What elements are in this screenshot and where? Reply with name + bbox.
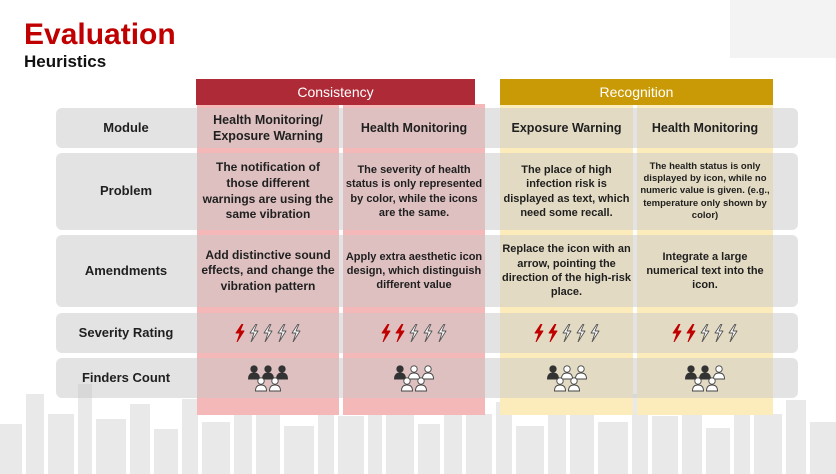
person-icon bbox=[422, 365, 434, 380]
lightning-bolt-icon bbox=[714, 324, 724, 342]
person-icon bbox=[574, 365, 587, 380]
person-icon bbox=[248, 365, 260, 380]
lightning-bolt-icon bbox=[423, 324, 433, 342]
person-icon bbox=[685, 365, 697, 380]
lightning-bolt-icon bbox=[686, 324, 696, 342]
lightning-bolt-icon bbox=[291, 324, 301, 342]
person-icon bbox=[713, 365, 725, 380]
person-icon bbox=[699, 365, 711, 380]
person-icon bbox=[567, 377, 580, 392]
problem-cell: The health status is only displayed by i… bbox=[640, 160, 770, 222]
corner-decoration bbox=[730, 0, 836, 58]
row-label-finders: Finders Count bbox=[81, 369, 171, 385]
finders-count-cell bbox=[345, 358, 483, 398]
person-icon bbox=[553, 377, 566, 392]
lightning-bolt-icon bbox=[235, 324, 245, 342]
person-icon bbox=[415, 377, 427, 392]
module-cell: Health Monitoring bbox=[360, 120, 468, 135]
severity-rating-cell bbox=[345, 313, 483, 353]
lightning-bolt-icon bbox=[395, 324, 405, 342]
lightning-bolt-icon bbox=[700, 324, 710, 342]
problem-cell: The notification of those different warn… bbox=[202, 160, 334, 222]
lightning-bolt-icon bbox=[249, 324, 259, 342]
page-title: Evaluation bbox=[24, 18, 176, 51]
row-label-module: Module bbox=[103, 119, 149, 135]
person-icon bbox=[401, 377, 413, 392]
person-icon bbox=[262, 365, 274, 380]
lightning-bolt-icon bbox=[576, 324, 585, 342]
person-icon bbox=[255, 377, 267, 392]
row-band-problem bbox=[56, 153, 798, 230]
lightning-bolt-icon bbox=[263, 324, 273, 342]
recognition-header: Recognition bbox=[500, 79, 773, 105]
person-icon bbox=[408, 365, 420, 380]
person-icon bbox=[560, 365, 573, 380]
consistency-header: Consistency bbox=[196, 79, 475, 105]
severity-rating-cell bbox=[639, 313, 771, 353]
people-group-icon bbox=[546, 365, 587, 392]
city-skyline-watermark bbox=[0, 382, 836, 474]
lightning-bolt-icon bbox=[590, 324, 599, 342]
problem-cell: The severity of health status is only re… bbox=[345, 163, 483, 219]
person-icon bbox=[276, 365, 288, 380]
person-icon bbox=[692, 377, 704, 392]
row-band-amendments bbox=[56, 235, 798, 307]
problem-cell: The place of high infection risk is disp… bbox=[503, 163, 630, 219]
row-label-severity: Severity Rating bbox=[78, 324, 174, 340]
people-group-icon bbox=[248, 365, 288, 392]
amendments-cell: Integrate a large numerical text into th… bbox=[646, 250, 764, 292]
amendments-cell: Replace the icon with an arrow, pointing… bbox=[502, 243, 631, 299]
people-group-icon bbox=[394, 365, 434, 392]
person-icon bbox=[706, 377, 718, 392]
lightning-bolt-icon bbox=[534, 324, 543, 342]
row-label-amendments: Amendments bbox=[84, 262, 168, 278]
lightning-bolt-icon bbox=[672, 324, 682, 342]
lightning-bolt-icon bbox=[548, 324, 557, 342]
lightning-bolt-icon bbox=[277, 324, 287, 342]
people-group-icon bbox=[685, 365, 725, 392]
finders-count-cell bbox=[199, 358, 337, 398]
lightning-bolt-icon bbox=[409, 324, 419, 342]
person-icon bbox=[394, 365, 406, 380]
severity-rating-cell bbox=[502, 313, 631, 353]
module-cell: Exposure Warning bbox=[511, 120, 622, 135]
person-icon bbox=[546, 365, 559, 380]
module-cell: Health Monitoring bbox=[651, 120, 759, 135]
page-subtitle: Heuristics bbox=[24, 52, 107, 71]
lightning-bolt-icon bbox=[381, 324, 391, 342]
lightning-bolt-icon bbox=[562, 324, 571, 342]
module-cell: Health Monitoring/ Exposure Warning bbox=[213, 112, 323, 143]
finders-count-cell bbox=[639, 358, 771, 398]
severity-rating-cell bbox=[199, 313, 337, 353]
row-band-module bbox=[56, 108, 798, 148]
lightning-bolt-icon bbox=[728, 324, 738, 342]
row-label-problem: Problem bbox=[99, 183, 152, 199]
finders-count-cell bbox=[502, 358, 631, 398]
lightning-bolt-icon bbox=[437, 324, 447, 342]
amendments-cell: Add distinctive sound effects, and chang… bbox=[201, 247, 335, 293]
person-icon bbox=[269, 377, 281, 392]
amendments-cell: Apply extra aesthetic icon design, which… bbox=[345, 250, 483, 292]
